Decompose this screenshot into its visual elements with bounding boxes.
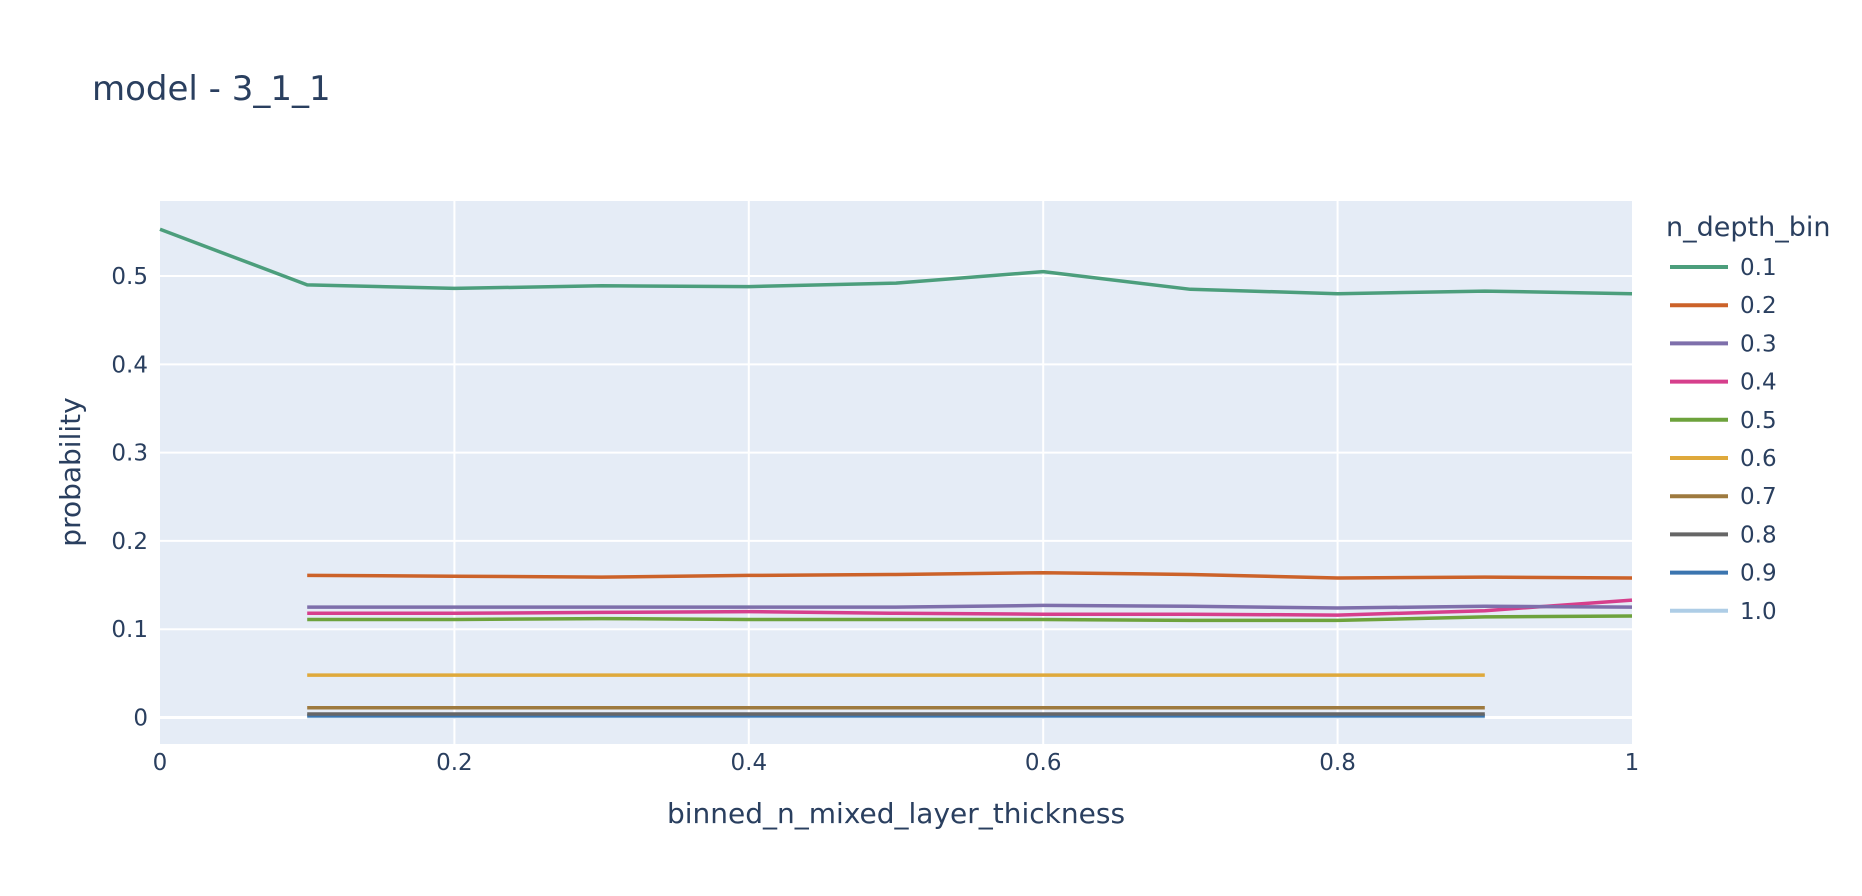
chart-title: model - 3_1_1	[92, 69, 331, 109]
x-axis-title: binned_n_mixed_layer_thickness	[667, 797, 1125, 830]
legend-item[interactable]: 0.4	[1670, 370, 1777, 396]
series-line-0.3	[307, 603, 1633, 610]
legend-label: 0.8	[1740, 522, 1777, 548]
x-tick-label: 0.4	[731, 750, 768, 776]
legend-label: 0.2	[1740, 293, 1777, 319]
series-line-0.5	[307, 614, 1633, 623]
legend-title: n_depth_bin	[1666, 212, 1830, 243]
legend-label: 0.6	[1740, 446, 1777, 472]
x-tick-label: 1	[1625, 750, 1640, 776]
series-line-0.1	[159, 227, 1633, 296]
series-line-0.2	[307, 570, 1633, 580]
y-axis-title: probability	[54, 397, 87, 546]
legend-item[interactable]: 0.7	[1670, 484, 1777, 510]
x-gridlines	[453, 201, 1339, 744]
legend-label: 0.5	[1740, 408, 1777, 434]
series-line-0.4	[307, 598, 1633, 617]
legend-item[interactable]: 1.0	[1670, 599, 1777, 625]
y-tick-label: 0.4	[111, 352, 148, 378]
x-tick-label: 0.2	[436, 750, 473, 776]
legend-items: 0.1 0.2 0.3 0.4 0.5 0.6 0.7 0.8 0.9 1.0	[1670, 255, 1777, 625]
legend-label: 0.3	[1740, 331, 1777, 357]
legend-label: 0.7	[1740, 484, 1777, 510]
y-tick-labels: 0 0.1 0.2 0.3 0.4 0.5	[111, 264, 148, 731]
legend-item[interactable]: 0.6	[1670, 446, 1777, 472]
legend-item[interactable]: 0.2	[1670, 293, 1777, 319]
y-tick-label: 0	[133, 706, 148, 732]
legend-item[interactable]: 0.3	[1670, 331, 1777, 357]
x-tick-label: 0.8	[1319, 750, 1356, 776]
x-tick-label: 0.6	[1025, 750, 1062, 776]
legend-item[interactable]: 0.5	[1670, 408, 1777, 434]
legend-item[interactable]: 0.8	[1670, 522, 1777, 548]
legend-label: 0.9	[1740, 561, 1777, 587]
x-tick-labels: 0 0.2 0.4 0.6 0.8 1	[153, 750, 1640, 776]
legend-label: 0.1	[1740, 255, 1777, 281]
legend-label: 1.0	[1740, 599, 1777, 625]
legend: n_depth_bin 0.1 0.2 0.3 0.4 0.5 0.6 0.7 0.8 0.9 1…	[1666, 212, 1830, 625]
y-tick-label: 0.1	[111, 617, 148, 643]
y-tick-label: 0.5	[111, 264, 148, 290]
legend-label: 0.4	[1740, 370, 1777, 396]
legend-item[interactable]: 0.1	[1670, 255, 1777, 281]
series-lines	[159, 227, 1633, 719]
x-tick-label: 0	[153, 750, 168, 776]
legend-item[interactable]: 0.9	[1670, 561, 1777, 587]
y-tick-label: 0.2	[111, 529, 148, 555]
y-tick-label: 0.3	[111, 441, 148, 467]
